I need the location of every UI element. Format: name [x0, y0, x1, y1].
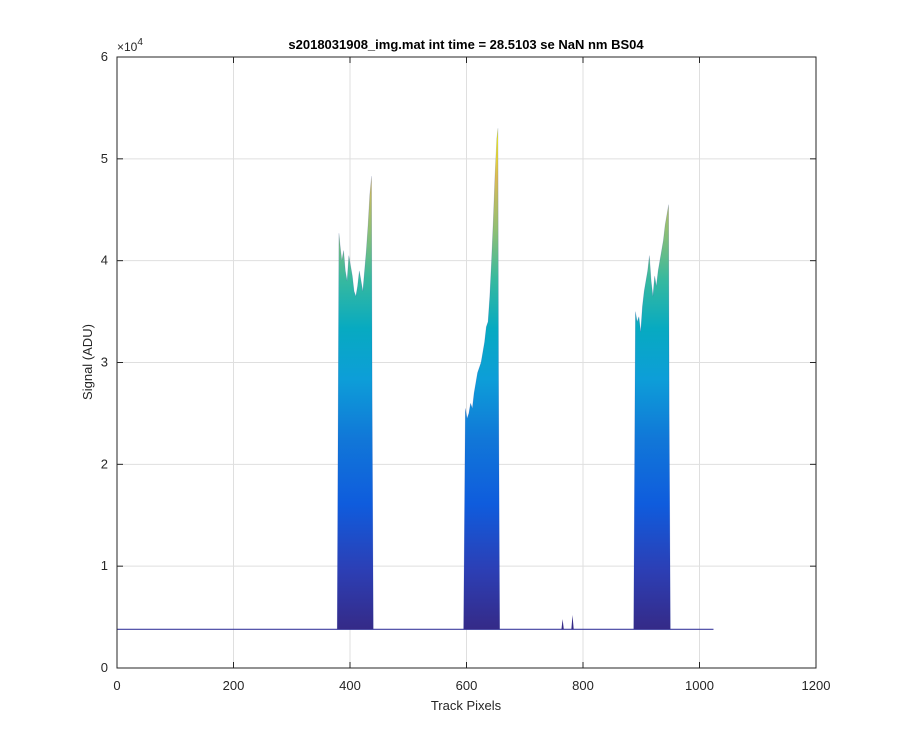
y-axis-label: Signal (ADU) — [80, 324, 95, 400]
y-tick-label: 5 — [101, 151, 108, 166]
x-tick-label: 1000 — [685, 678, 714, 693]
y-exponent-base: ×10 — [117, 40, 138, 54]
x-tick-label: 800 — [572, 678, 594, 693]
x-tick-label: 600 — [456, 678, 478, 693]
y-exponent-power: 4 — [137, 37, 143, 48]
ticks: 0 200 400 600 800 1000 1200 0 1 2 3 4 5 6 — [101, 49, 831, 693]
spike-1 — [561, 619, 564, 630]
y-exponent-label: ×104 — [117, 37, 143, 54]
peak-outline-3 — [633, 204, 671, 630]
x-tick-label: 1200 — [802, 678, 831, 693]
x-tick-label: 400 — [339, 678, 361, 693]
x-tick-label: 0 — [113, 678, 120, 693]
peak-3 — [633, 204, 671, 630]
data-layer — [117, 128, 714, 630]
y-tick-label: 0 — [101, 660, 108, 675]
y-tick-label: 3 — [101, 355, 108, 370]
y-tick-label: 1 — [101, 558, 108, 573]
peak-1 — [337, 176, 374, 630]
y-tick-label: 4 — [101, 253, 108, 268]
spike-2 — [571, 615, 574, 630]
x-axis-label: Track Pixels — [431, 698, 502, 713]
y-tick-label: 6 — [101, 49, 108, 64]
chart-title: s2018031908_img.mat int time = 28.5103 s… — [288, 37, 644, 52]
peak-2 — [463, 128, 500, 630]
peak-outline-1 — [336, 176, 374, 630]
x-tick-label: 200 — [223, 678, 245, 693]
y-tick-label: 2 — [101, 456, 108, 471]
peak-outline-2 — [463, 128, 501, 630]
